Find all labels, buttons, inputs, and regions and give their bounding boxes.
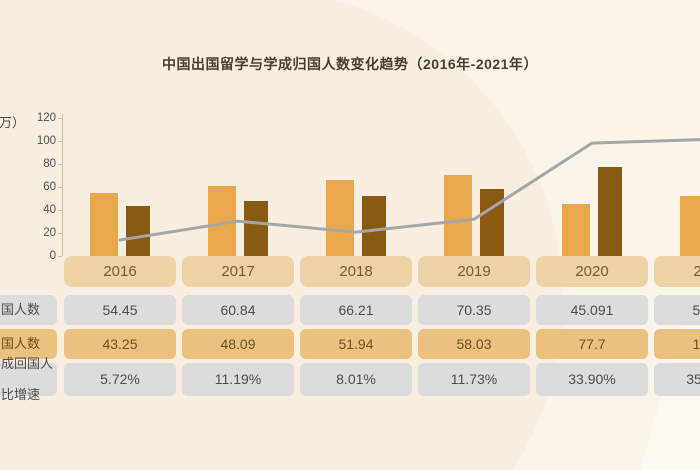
year-header-2020[interactable]: 2020 <box>536 256 648 287</box>
table-cell-r0-2017: 60.84 <box>182 295 294 325</box>
y-axis-tick-label: 100 <box>36 135 56 147</box>
table-cell-r2-2019: 11.73% <box>418 363 530 396</box>
y-axis-tick-label: 60 <box>43 181 56 193</box>
table-cell-r0-2020: 45.091 <box>536 295 648 325</box>
table-cell-r0-2018: 66.21 <box>300 295 412 325</box>
table-cell-r2-2018: 8.01% <box>300 363 412 396</box>
y-axis-tick-mark <box>58 233 62 234</box>
bar-abroad-2016 <box>90 193 118 256</box>
bar-abroad-2017 <box>208 186 236 256</box>
y-axis-unit-label: （万） <box>0 115 26 130</box>
y-axis-tick-mark <box>58 118 62 119</box>
y-axis-tick-mark <box>58 141 62 142</box>
y-axis-tick-mark <box>58 164 62 165</box>
table-cell-r1-2018: 51.94 <box>300 329 412 359</box>
table-cell-r0-2021: 52.37 <box>654 295 700 325</box>
y-axis-tick-label: 20 <box>43 227 56 239</box>
y-axis-tick-label: 120 <box>36 112 56 124</box>
table-cell-r0-2016: 54.45 <box>64 295 176 325</box>
row-label-text: 学成回国人员 <box>0 356 54 387</box>
y-axis-tick-mark <box>58 256 62 257</box>
table-cell-r2-2017: 11.19% <box>182 363 294 396</box>
year-header-2021[interactable]: 2021 <box>654 256 700 287</box>
bar-abroad-2020 <box>562 204 590 256</box>
bar-return-2020 <box>598 166 622 256</box>
bar-abroad-2019 <box>444 175 472 256</box>
row-label-2: 学成回国人员同比增速 <box>0 356 57 402</box>
bar-return-2019 <box>480 189 504 256</box>
table-cell-r1-2021: 104.9 <box>654 329 700 359</box>
year-header-2018[interactable]: 2018 <box>300 256 412 287</box>
bar-abroad-2021 <box>680 195 700 256</box>
table-cell-r1-2017: 48.09 <box>182 329 294 359</box>
y-axis-tick-mark <box>58 210 62 211</box>
table-cell-r1-2019: 58.03 <box>418 329 530 359</box>
bar-abroad-2018 <box>326 179 354 256</box>
bar-return-2018 <box>362 196 386 256</box>
y-axis-tick-label: 80 <box>43 158 56 170</box>
table-cell-r0-2019: 70.35 <box>418 295 530 325</box>
row-label-text: 出国人数 <box>0 302 41 318</box>
table-cell-r2-2021: 35.01% <box>654 363 700 396</box>
year-header-2019[interactable]: 2019 <box>418 256 530 287</box>
year-header-2016[interactable]: 2016 <box>64 256 176 287</box>
row-label-1: 回国人数 <box>0 329 57 359</box>
y-axis-tick-label: 0 <box>49 250 56 262</box>
table-cell-r2-2016: 5.72% <box>64 363 176 396</box>
chart-title: 中国出国留学与学成归国人数变化趋势（2016年-2021年） <box>162 56 538 72</box>
table-cell-r2-2020: 33.90% <box>536 363 648 396</box>
y-axis-tick-label: 40 <box>43 204 56 216</box>
row-label-text: 回国人数 <box>0 336 41 352</box>
bar-return-2016 <box>126 206 150 256</box>
row-label-0: 出国人数 <box>0 295 57 325</box>
y-axis-tick-mark <box>58 187 62 188</box>
table-cell-r1-2016: 43.25 <box>64 329 176 359</box>
bar-return-2017 <box>244 200 268 256</box>
table-cell-r1-2020: 77.7 <box>536 329 648 359</box>
row-label-text: 同比增速 <box>0 387 41 403</box>
y-axis-line <box>62 114 63 256</box>
year-header-2017[interactable]: 2017 <box>182 256 294 287</box>
